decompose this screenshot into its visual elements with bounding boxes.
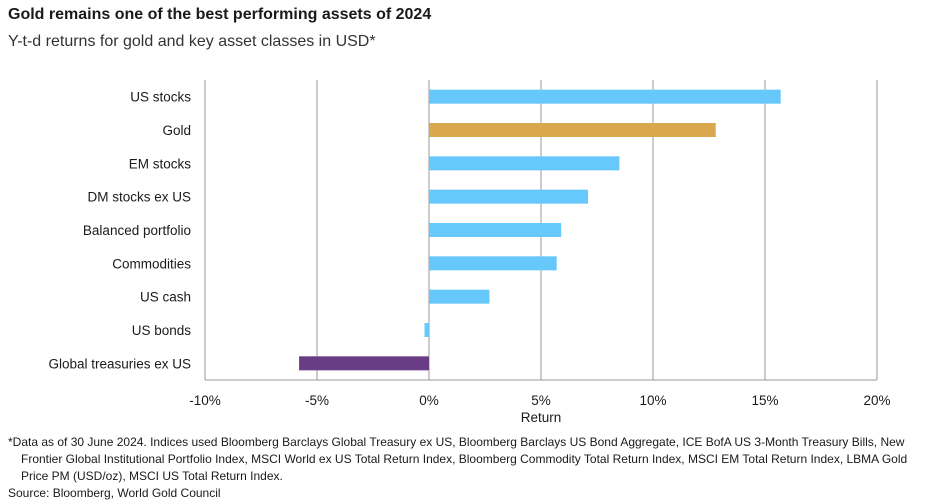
source-note: Source: Bloomberg, World Gold Council [8, 486, 221, 500]
footnote: *Data as of 30 June 2024. Indices used B… [8, 434, 928, 502]
x-tick-label: 5% [531, 393, 551, 408]
category-labels: US stocks Gold EM stocks DM stocks ex US Bal… [48, 90, 191, 372]
x-tick-labels: -10% -5% 0% 5% 10% 15% 20% [189, 393, 890, 408]
category-label: US cash [140, 290, 191, 305]
category-label: Balanced portfolio [83, 223, 191, 238]
bar [429, 156, 620, 171]
bars [299, 89, 781, 371]
x-tick-label: 10% [639, 393, 666, 408]
category-label: Gold [162, 123, 191, 138]
bar [429, 223, 562, 237]
category-label: US stocks [130, 90, 191, 105]
bar [429, 123, 716, 137]
x-tick-label: -10% [189, 393, 221, 408]
bar [429, 256, 557, 271]
x-axis-title: Return [521, 410, 562, 425]
footnote-text: *Data as of 30 June 2024. Indices used B… [8, 435, 908, 483]
category-label: EM stocks [129, 156, 192, 171]
category-label: Commodities [112, 256, 191, 271]
bar [429, 289, 490, 304]
x-tick-label: -5% [305, 393, 329, 408]
category-label: Global treasuries ex US [48, 356, 191, 371]
chart-title: Gold remains one of the best performing … [8, 6, 432, 23]
category-label: US bonds [132, 323, 192, 338]
bar [429, 189, 589, 204]
bar-chart: US stocks Gold EM stocks DM stocks ex US Bal… [48, 80, 891, 425]
x-tick-label: 0% [419, 393, 439, 408]
bar [429, 89, 781, 104]
bar [299, 356, 429, 371]
chart-subtitle: Y-t-d returns for gold and key asset cla… [8, 33, 376, 50]
bar [424, 323, 429, 337]
category-label: DM stocks ex US [87, 190, 191, 205]
x-tick-label: 15% [751, 393, 778, 408]
x-tick-label: 20% [863, 393, 890, 408]
